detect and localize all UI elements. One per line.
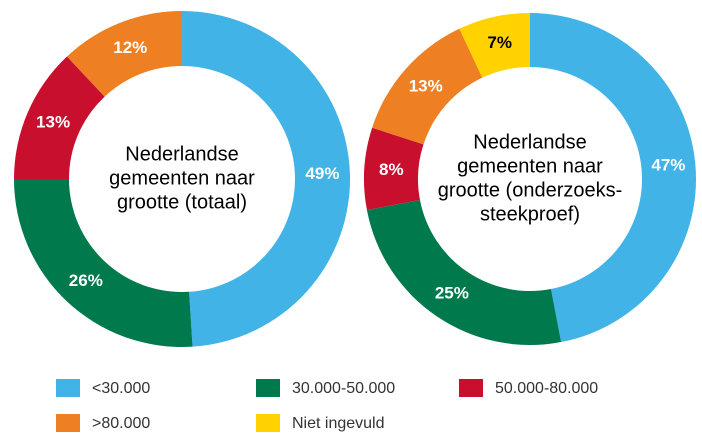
value-label: 13% [409, 77, 443, 96]
center-title: steekproef) [480, 203, 580, 225]
donut-segment [366, 199, 562, 345]
donut-segment [530, 13, 697, 343]
value-label: 12% [113, 38, 147, 57]
value-label: 47% [651, 155, 685, 174]
center-title: Nederlandse [473, 131, 586, 153]
legend-swatch [256, 414, 280, 432]
center-title: grootte (onderzoeks- [438, 179, 623, 201]
value-label: 8% [379, 160, 404, 179]
legend-label: >80.000 [92, 415, 150, 432]
legend-label: <30.000 [92, 380, 150, 397]
donut-segment [14, 179, 193, 347]
donut-segment [364, 127, 424, 211]
legend-label: 50.000-80.000 [495, 380, 598, 397]
legend-swatch [256, 379, 280, 397]
donut-segment [372, 28, 483, 145]
center-title: Nederlandse [125, 143, 238, 165]
legend-label: 30.000-50.000 [292, 380, 395, 397]
donut-segment [459, 13, 530, 78]
donut-segment [14, 56, 105, 179]
center-title: grootte (totaal) [117, 191, 247, 213]
value-label: 7% [487, 33, 512, 52]
legend-swatch [56, 379, 80, 397]
value-label: 25% [435, 283, 469, 302]
legend-swatch [56, 414, 80, 432]
center-title: gemeenten naar [457, 155, 603, 177]
value-label: 26% [69, 271, 103, 290]
value-label: 13% [36, 113, 70, 132]
legend-label: Niet ingevuld [292, 415, 385, 432]
donut-segment [66, 11, 182, 97]
legend-swatch [459, 379, 483, 397]
center-title: gemeenten naar [109, 167, 255, 189]
value-label: 49% [305, 164, 339, 183]
donut-segment [182, 11, 351, 347]
